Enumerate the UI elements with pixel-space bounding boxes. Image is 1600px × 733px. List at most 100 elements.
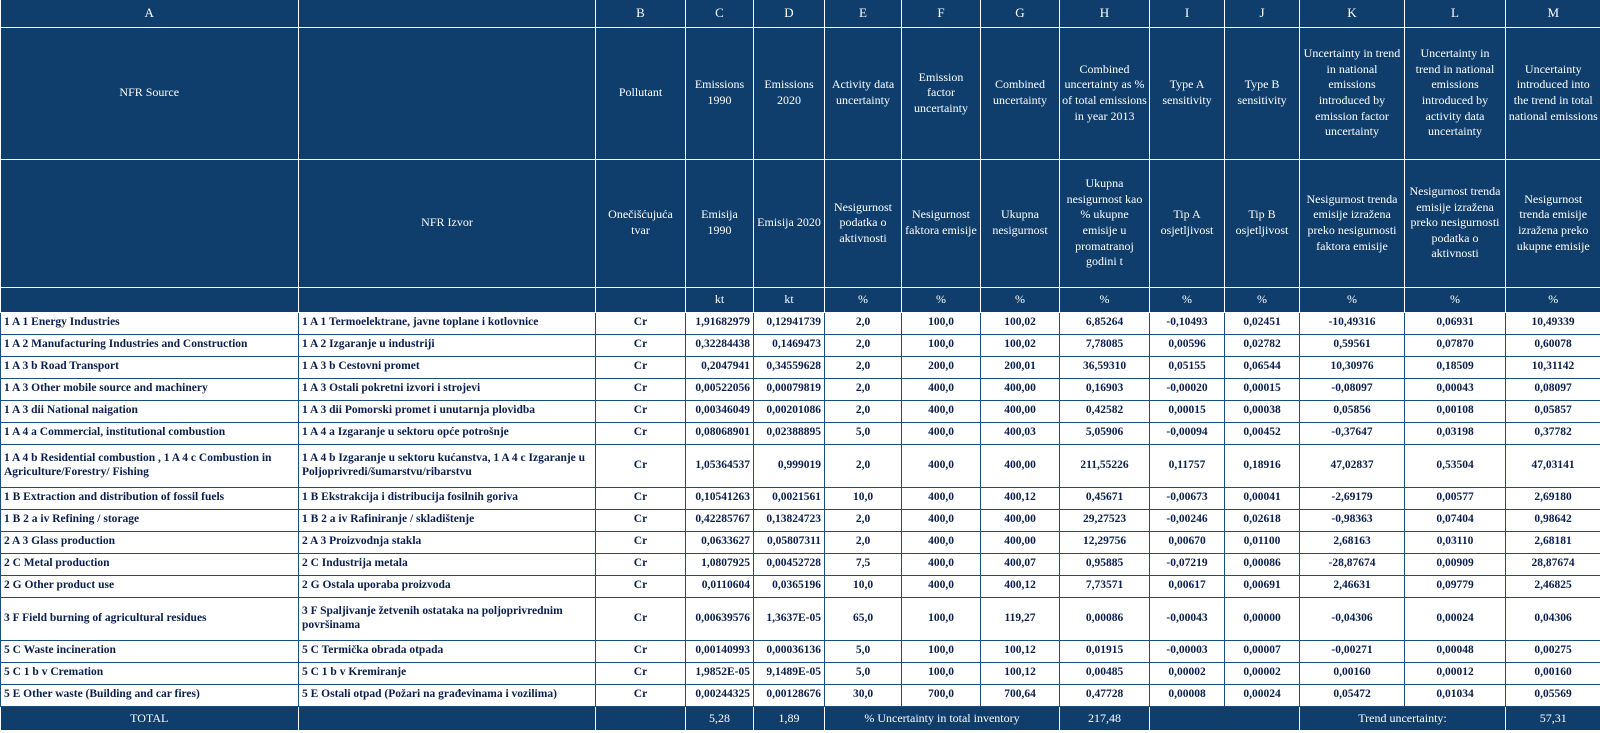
cell-ef-uncertainty: 400,0 bbox=[901, 421, 981, 445]
cell-pollutant: Cr bbox=[595, 443, 686, 488]
cell-emissions-1990: 0,00346049 bbox=[685, 399, 754, 423]
column-letter-j: J bbox=[1224, 0, 1300, 28]
cell-emissions-1990: 0,32284438 bbox=[685, 333, 754, 357]
cell-trend-ef: 0,00160 bbox=[1299, 661, 1405, 685]
header-trend-ad-hr: Nesigurnost trenda emisije izražena prek… bbox=[1404, 158, 1506, 288]
cell-source-en: 1 A 1 Energy Industries bbox=[0, 311, 299, 335]
cell-activity-uncertainty: 2,0 bbox=[824, 333, 902, 357]
unit-cell: kt bbox=[753, 286, 825, 313]
cell-type-a-sensitivity: -0,00673 bbox=[1149, 486, 1225, 510]
header-row-english: NFR Source Pollutant Emissions 1990 Emis… bbox=[0, 26, 1600, 160]
cell-emissions-2020: 0,02388895 bbox=[753, 421, 825, 445]
table-body: 1 A 1 Energy Industries 1 A 1 Termoelektr… bbox=[0, 311, 1600, 707]
cell-combined-pct: 29,27523 bbox=[1059, 508, 1150, 532]
cell-type-b-sensitivity: 0,00041 bbox=[1224, 486, 1300, 510]
cell-ef-uncertainty: 100,0 bbox=[901, 661, 981, 685]
header-combined-pct-hr: Ukupna nesigurnost kao % ukupne emisije … bbox=[1059, 158, 1150, 288]
cell-combined-uncertainty: 700,64 bbox=[980, 683, 1060, 707]
cell-pollutant: Cr bbox=[595, 596, 686, 641]
cell-source-en: 1 A 4 b Residential combustion , 1 A 4 c… bbox=[0, 443, 299, 488]
cell-combined-uncertainty: 400,00 bbox=[980, 530, 1060, 554]
cell-activity-uncertainty: 10,0 bbox=[824, 574, 902, 598]
cell-combined-uncertainty: 400,00 bbox=[980, 377, 1060, 401]
cell-type-a-sensitivity: 0,05155 bbox=[1149, 355, 1225, 379]
table-row: 2 G Other product use 2 G Ostala uporaba … bbox=[0, 574, 1600, 598]
table-row: 1 A 4 b Residential combustion , 1 A 4 c… bbox=[0, 443, 1600, 488]
column-letter-a: A bbox=[0, 0, 299, 28]
cell-type-b-sensitivity: 0,06544 bbox=[1224, 355, 1300, 379]
cell-type-b-sensitivity: 0,00038 bbox=[1224, 399, 1300, 423]
cell-emissions-2020: 0,34559628 bbox=[753, 355, 825, 379]
cell-combined-uncertainty: 100,12 bbox=[980, 639, 1060, 663]
cell-combined-pct: 0,45671 bbox=[1059, 486, 1150, 510]
cell-activity-uncertainty: 10,0 bbox=[824, 486, 902, 510]
cell-source-en: 2 C Metal production bbox=[0, 552, 299, 576]
cell-trend-total: 0,05857 bbox=[1505, 399, 1600, 423]
total-label: TOTAL bbox=[0, 705, 299, 731]
cell-type-a-sensitivity: 0,00670 bbox=[1149, 530, 1225, 554]
cell-trend-ad: 0,06931 bbox=[1404, 311, 1506, 335]
cell-source-hr: 1 A 3 dii Pomorski promet i unutarnja pl… bbox=[298, 399, 596, 423]
cell-source-en: 1 B 2 a iv Refining / storage bbox=[0, 508, 299, 532]
cell-type-b-sensitivity: 0,00024 bbox=[1224, 683, 1300, 707]
cell-pollutant: Cr bbox=[595, 530, 686, 554]
cell-trend-ad: 0,07870 bbox=[1404, 333, 1506, 357]
cell-source-en: 1 A 2 Manufacturing Industries and Const… bbox=[0, 333, 299, 357]
cell-emissions-1990: 0,2047941 bbox=[685, 355, 754, 379]
cell-trend-total: 0,37782 bbox=[1505, 421, 1600, 445]
cell-trend-ef: -0,98363 bbox=[1299, 508, 1405, 532]
cell-emissions-2020: 0,00201086 bbox=[753, 399, 825, 423]
cell-pollutant: Cr bbox=[595, 311, 686, 335]
unit-cell: % bbox=[901, 286, 981, 313]
unit-cell bbox=[298, 286, 596, 313]
unit-cell: % bbox=[1149, 286, 1225, 313]
header-type-b-hr: Tip B osjetljivost bbox=[1224, 158, 1300, 288]
cell-emissions-1990: 0,00244325 bbox=[685, 683, 754, 707]
cell-ef-uncertainty: 400,0 bbox=[901, 530, 981, 554]
cell-emissions-2020: 0,0021561 bbox=[753, 486, 825, 510]
cell-trend-ad: 0,00043 bbox=[1404, 377, 1506, 401]
cell-trend-ad: 0,07404 bbox=[1404, 508, 1506, 532]
cell-combined-uncertainty: 400,12 bbox=[980, 486, 1060, 510]
cell-trend-ef: 10,30976 bbox=[1299, 355, 1405, 379]
cell-emissions-1990: 0,00639576 bbox=[685, 596, 754, 641]
column-letter-k: K bbox=[1299, 0, 1405, 28]
cell-trend-total: 0,00160 bbox=[1505, 661, 1600, 685]
cell-trend-total: 0,60078 bbox=[1505, 333, 1600, 357]
cell-combined-pct: 7,73571 bbox=[1059, 574, 1150, 598]
cell-type-a-sensitivity: 0,00015 bbox=[1149, 399, 1225, 423]
header-ef-uncertainty: Emission factor uncertainty bbox=[901, 26, 981, 160]
cell-activity-uncertainty: 2,0 bbox=[824, 399, 902, 423]
cell-type-a-sensitivity: -0,00043 bbox=[1149, 596, 1225, 641]
total-trend-label: Trend uncertainty: bbox=[1299, 705, 1506, 731]
cell-combined-pct: 0,01915 bbox=[1059, 639, 1150, 663]
cell-trend-ef: -0,08097 bbox=[1299, 377, 1405, 401]
cell-combined-uncertainty: 400,07 bbox=[980, 552, 1060, 576]
cell-type-a-sensitivity: 0,00617 bbox=[1149, 574, 1225, 598]
cell-trend-ad: 0,00909 bbox=[1404, 552, 1506, 576]
total-empty-source-hr bbox=[298, 705, 596, 731]
header-type-b: Type B sensitivity bbox=[1224, 26, 1300, 160]
cell-type-b-sensitivity: 0,00015 bbox=[1224, 377, 1300, 401]
cell-type-b-sensitivity: 0,02782 bbox=[1224, 333, 1300, 357]
cell-type-a-sensitivity: -0,00020 bbox=[1149, 377, 1225, 401]
cell-type-b-sensitivity: 0,00452 bbox=[1224, 421, 1300, 445]
cell-type-a-sensitivity: -0,00003 bbox=[1149, 639, 1225, 663]
cell-ef-uncertainty: 400,0 bbox=[901, 443, 981, 488]
cell-trend-ad: 0,03198 bbox=[1404, 421, 1506, 445]
cell-type-a-sensitivity: 0,00596 bbox=[1149, 333, 1225, 357]
cell-type-b-sensitivity: 0,02618 bbox=[1224, 508, 1300, 532]
cell-trend-total: 10,31142 bbox=[1505, 355, 1600, 379]
cell-activity-uncertainty: 2,0 bbox=[824, 443, 902, 488]
header-combined-uncertainty: Combined uncertainty bbox=[980, 26, 1060, 160]
cell-type-b-sensitivity: 0,00691 bbox=[1224, 574, 1300, 598]
column-letter-blank bbox=[298, 0, 596, 28]
cell-activity-uncertainty: 30,0 bbox=[824, 683, 902, 707]
cell-source-hr: 5 E Ostali otpad (Požari na građevinama … bbox=[298, 683, 596, 707]
cell-type-a-sensitivity: -0,07219 bbox=[1149, 552, 1225, 576]
cell-type-a-sensitivity: 0,00008 bbox=[1149, 683, 1225, 707]
header-combined-uncertainty-hr: Ukupna nesigurnost bbox=[980, 158, 1060, 288]
cell-trend-ef: -10,49316 bbox=[1299, 311, 1405, 335]
cell-trend-total: 0,04306 bbox=[1505, 596, 1600, 641]
cell-source-hr: 3 F Spaljivanje žetvenih ostataka na pol… bbox=[298, 596, 596, 641]
